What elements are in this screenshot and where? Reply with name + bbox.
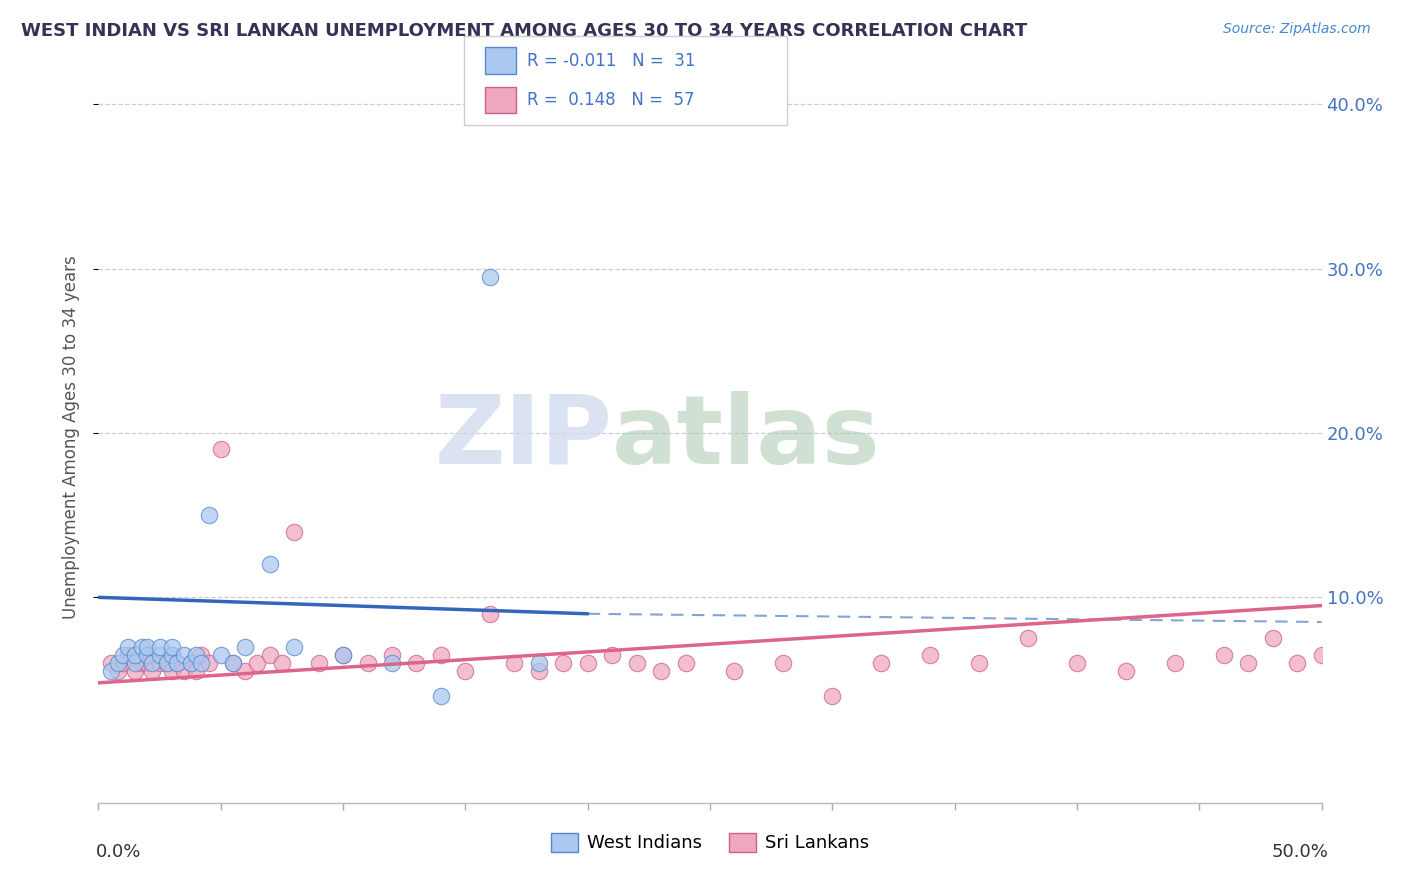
Point [160,648,183,662]
Point [149,656,172,670]
Point [173,665,195,679]
Text: atlas: atlas [612,391,880,483]
Point [190,648,212,662]
Y-axis label: Unemployment Among Ages 30 to 34 years: Unemployment Among Ages 30 to 34 years [62,255,80,619]
Point [1261,632,1284,646]
Point [1286,656,1309,670]
Point [356,656,378,670]
Point [454,665,477,679]
Point [332,648,354,662]
Point [136,648,159,662]
Point [381,656,404,670]
Point [131,640,153,654]
Point [186,648,208,662]
Point [124,656,146,670]
Point [180,656,202,670]
Point [209,648,232,662]
Point [107,656,129,670]
Point [259,558,281,572]
Point [967,656,990,670]
Point [141,656,163,670]
Text: WEST INDIAN VS SRI LANKAN UNEMPLOYMENT AMONG AGES 30 TO 34 YEARS CORRELATION CHA: WEST INDIAN VS SRI LANKAN UNEMPLOYMENT A… [21,22,1028,40]
Point [141,665,163,679]
Point [270,656,294,670]
Point [405,656,427,670]
Point [186,665,208,679]
Point [100,665,122,679]
Point [107,665,129,679]
Point [920,648,942,662]
Point [246,656,269,670]
Point [332,648,354,662]
Point [1237,656,1260,670]
Point [117,640,139,654]
Point [283,524,305,539]
Point [430,648,453,662]
Point [111,656,134,670]
Point [1066,656,1088,670]
Point [527,656,550,670]
Point [1017,632,1039,646]
Point [772,656,794,670]
Point [675,656,697,670]
Point [233,665,256,679]
Point [124,648,146,662]
Point [1310,648,1333,662]
Point [553,656,575,670]
Point [233,640,256,654]
Point [160,648,183,662]
Point [180,656,202,670]
Point [117,648,139,662]
Legend: West Indians, Sri Lankans: West Indians, Sri Lankans [544,826,876,860]
Point [156,656,179,670]
Point [197,508,219,523]
Point [259,648,281,662]
Text: Source: ZipAtlas.com: Source: ZipAtlas.com [1223,22,1371,37]
Point [723,665,745,679]
Point [821,689,844,703]
Point [478,607,501,621]
Point [308,656,330,670]
Point [156,656,179,670]
Point [173,648,195,662]
Point [136,656,159,670]
Point [209,442,232,457]
Point [131,656,153,670]
Point [478,269,501,284]
Point [430,689,453,703]
Point [160,665,183,679]
Text: 0.0%: 0.0% [96,843,141,861]
Point [600,648,623,662]
Point [149,640,172,654]
Point [626,656,648,670]
Point [136,648,159,662]
Text: ZIP: ZIP [434,391,612,483]
Text: R =  0.148   N =  57: R = 0.148 N = 57 [527,91,695,109]
Point [160,640,183,654]
Point [100,656,122,670]
Point [1212,648,1234,662]
Text: 50.0%: 50.0% [1272,843,1329,861]
Point [283,640,305,654]
Point [149,648,172,662]
Point [136,640,159,654]
Point [650,665,672,679]
Point [870,656,893,670]
Point [381,648,404,662]
Point [527,665,550,679]
Point [166,656,188,670]
Point [197,656,219,670]
Point [222,656,245,670]
Point [222,656,245,670]
Point [111,648,134,662]
Point [124,665,146,679]
Point [190,656,212,670]
Text: R = -0.011   N =  31: R = -0.011 N = 31 [527,52,696,70]
Point [166,656,188,670]
Point [1164,656,1187,670]
Point [503,656,526,670]
Point [1115,665,1137,679]
Point [576,656,599,670]
